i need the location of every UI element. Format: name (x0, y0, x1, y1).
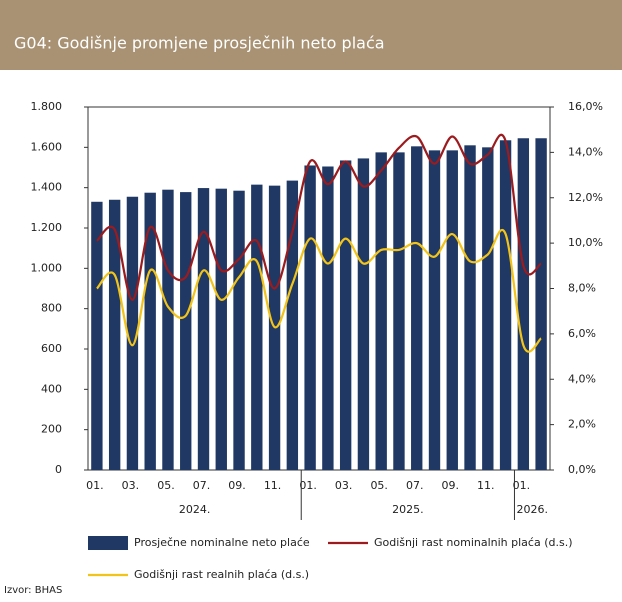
x-tick-label: 09. (228, 479, 246, 492)
y2-tick-label: 16,0% (568, 100, 603, 113)
legend-label: Godišnji rast realnih plaća (d.s.) (134, 568, 309, 581)
x-tick-label: 03. (335, 479, 353, 492)
y-tick-label: 1.800 (31, 100, 63, 113)
legend-swatch (88, 536, 128, 550)
y-tick-label: 1.200 (31, 221, 63, 234)
y-tick-label: 800 (41, 302, 62, 315)
x-tick-label: 01. (86, 479, 104, 492)
y-tick-label: 0 (55, 463, 62, 476)
bar (446, 150, 458, 470)
y2-tick-label: 10,0% (568, 236, 603, 249)
legend-label: Prosječne nominalne neto plaće (134, 536, 310, 549)
x-tick-label: 11. (477, 479, 495, 492)
bar (482, 147, 494, 471)
x-tick-label: 07. (406, 479, 424, 492)
bar (428, 150, 441, 470)
bar (251, 184, 263, 470)
year-label: 2026. (516, 503, 548, 516)
y-tick-label: 1.400 (31, 181, 63, 194)
y2-tick-label: 2,0% (568, 418, 596, 431)
line (96, 133, 542, 301)
bar (144, 192, 156, 471)
y-tick-label: 1.000 (31, 261, 63, 274)
line (96, 229, 542, 353)
x-tick-label: 03. (122, 479, 140, 492)
y-tick-label: 200 (41, 423, 62, 436)
y2-tick-label: 14,0% (568, 145, 603, 158)
bar (108, 199, 121, 470)
y-tick-label: 1.600 (31, 140, 63, 153)
year-label: 2025. (392, 503, 424, 516)
bar (286, 180, 299, 470)
bar (162, 189, 174, 470)
y2-tick-label: 12,0% (568, 191, 603, 204)
bar (197, 188, 210, 470)
bar (393, 152, 405, 470)
x-tick-label: 09. (442, 479, 460, 492)
bar (180, 192, 192, 470)
bar (375, 152, 387, 470)
bar (126, 196, 139, 470)
bar (411, 146, 423, 470)
chart-title: G04: Godišnje promjene prosječnih neto p… (14, 34, 385, 53)
y-tick-label: 600 (41, 342, 62, 355)
bar (91, 201, 103, 471)
bar (339, 160, 352, 471)
bar (535, 138, 547, 470)
bar (517, 138, 530, 470)
bar (233, 190, 245, 471)
y2-tick-label: 4,0% (568, 372, 596, 385)
y2-tick-label: 8,0% (568, 282, 596, 295)
x-tick-label: 01. (513, 479, 531, 492)
y-tick-label: 400 (41, 382, 62, 395)
bar (322, 166, 334, 470)
bar (464, 145, 476, 471)
x-tick-label: 01. (299, 479, 317, 492)
bar (357, 158, 370, 471)
legend-label: Godišnji rast nominalnih plaća (d.s.) (374, 536, 573, 549)
source: Izvor: BHAS (4, 585, 62, 596)
bar (215, 188, 227, 471)
y2-tick-label: 0,0% (568, 463, 596, 476)
header-bar (0, 0, 622, 70)
x-tick-label: 05. (157, 479, 175, 492)
y2-tick-label: 6,0% (568, 327, 596, 340)
x-tick-label: 05. (370, 479, 388, 492)
bar (304, 165, 316, 470)
year-label: 2024. (179, 503, 211, 516)
x-tick-label: 07. (193, 479, 211, 492)
x-tick-label: 11. (264, 479, 282, 492)
bar (499, 140, 512, 470)
